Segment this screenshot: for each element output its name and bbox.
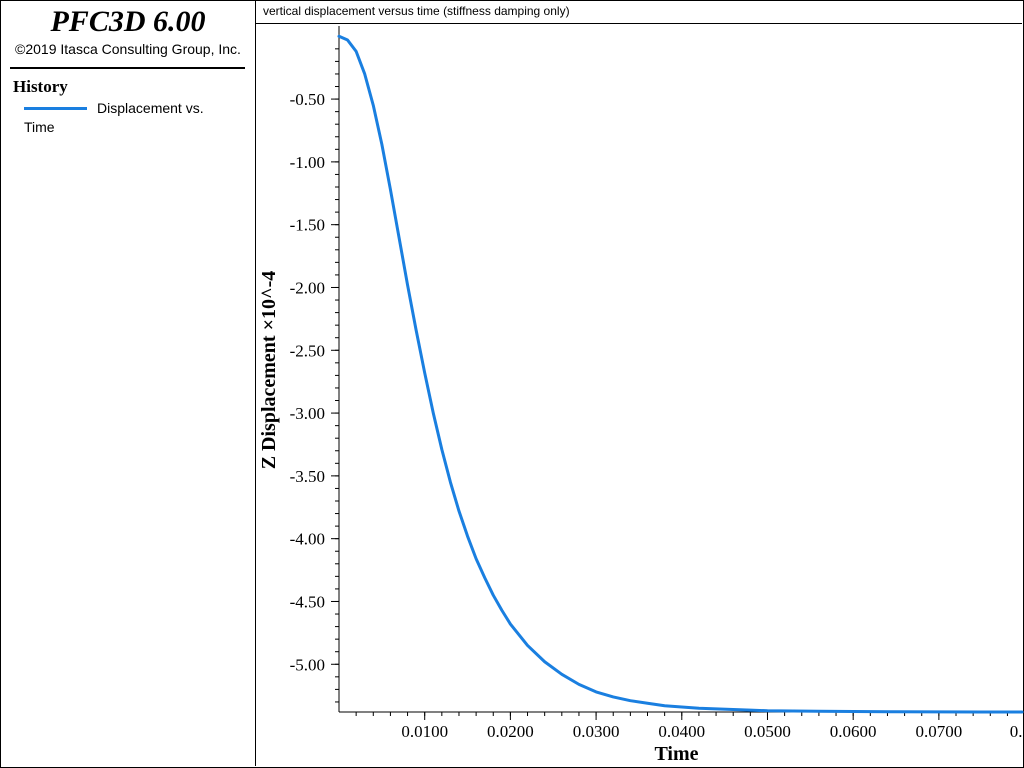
copyright-text: ©2019 Itasca Consulting Group, Inc. xyxy=(15,41,241,57)
x-tick-label: 0.0100 xyxy=(401,722,448,741)
y-axis-title: Z Displacement ×10^-4 xyxy=(258,271,280,470)
panel-divider xyxy=(10,67,245,69)
y-tick-label: -1.50 xyxy=(290,216,325,235)
plot-title: vertical displacement versus time (stiff… xyxy=(263,4,570,18)
y-tick-label: -4.00 xyxy=(290,530,325,549)
y-tick-label: -0.50 xyxy=(290,90,325,109)
x-axis-title: Time xyxy=(654,743,698,765)
y-tick-label: -2.50 xyxy=(290,341,325,360)
x-tick-label: 0.0300 xyxy=(573,722,620,741)
x-tick-label: 0.08 xyxy=(1010,722,1024,741)
app-title: PFC3D 6.00 xyxy=(50,5,206,38)
x-tick-label: 0.0500 xyxy=(744,722,791,741)
y-tick-label: -5.00 xyxy=(290,655,325,674)
legend-entry-label: Displacement vs. Time xyxy=(24,100,204,135)
x-tick-label: 0.0200 xyxy=(487,722,534,741)
y-tick-label: -2.00 xyxy=(290,278,325,297)
x-tick-label: 0.0400 xyxy=(658,722,705,741)
y-tick-label: -4.50 xyxy=(290,592,325,611)
y-tick-label: -3.50 xyxy=(290,467,325,486)
info-panel: PFC3D 6.00 ©2019 Itasca Consulting Group… xyxy=(1,1,256,766)
x-tick-label: 0.0600 xyxy=(830,722,877,741)
series-line-displacement xyxy=(337,34,1024,714)
y-tick-label: -3.00 xyxy=(290,404,325,423)
legend-heading: History xyxy=(13,77,68,96)
legend-swatch-line xyxy=(24,107,87,110)
plot-header: vertical displacement versus time (stiff… xyxy=(256,1,1022,24)
y-tick-label: -1.00 xyxy=(290,153,325,172)
x-tick-label: 0.0700 xyxy=(915,722,962,741)
